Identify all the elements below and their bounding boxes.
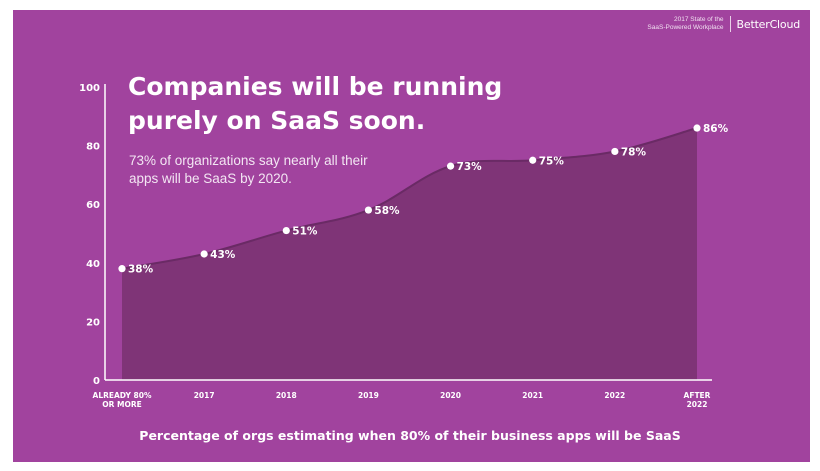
chart-title: Companies will be running purely on SaaS… — [128, 70, 548, 138]
area-fill — [122, 128, 697, 380]
y-tick-label: 40 — [86, 259, 100, 270]
x-tick-label: 2022 — [604, 391, 625, 400]
y-tick-label: 0 — [93, 376, 100, 387]
y-tick-label: 20 — [86, 317, 100, 328]
y-tick-label: 60 — [86, 200, 100, 211]
data-point — [364, 206, 373, 214]
data-label: 58% — [374, 205, 400, 217]
report-line2: SaaS-Powered Workplace — [647, 24, 724, 31]
chart-subtitle-line2: apps will be SaaS by 2020. — [129, 171, 292, 186]
data-label: 43% — [210, 249, 236, 261]
x-tick-label: 2021 — [522, 391, 543, 400]
data-point — [118, 265, 126, 273]
data-point — [200, 250, 208, 258]
data-point — [529, 156, 537, 164]
data-label: 75% — [539, 155, 565, 167]
y-tick-label: 80 — [86, 142, 100, 153]
chart-title-line1: Companies will be running — [128, 72, 503, 101]
brand-header: 2017 State of the SaaS-Powered Workplace… — [647, 16, 800, 32]
data-label: 73% — [457, 161, 483, 173]
data-point — [282, 226, 290, 235]
x-tick-label: 2018 — [276, 391, 297, 400]
report-line1: 2017 State of the — [674, 16, 724, 23]
x-tick-label: 2020 — [440, 391, 461, 400]
x-tick-label: AFTER 2022 — [684, 391, 711, 409]
report-name: 2017 State of the SaaS-Powered Workplace — [647, 16, 731, 32]
data-point — [693, 124, 701, 132]
series-line — [121, 127, 698, 270]
chart-subtitle: 73% of organizations say nearly all thei… — [129, 152, 389, 188]
chart-subtitle-line1: 73% of organizations say nearly all thei… — [129, 153, 368, 168]
data-point — [446, 162, 455, 170]
y-tick-label: 100 — [79, 83, 100, 94]
data-label: 86% — [703, 123, 729, 135]
data-point — [611, 147, 619, 156]
x-axis-label: Percentage of orgs estimating when 80% o… — [139, 428, 681, 443]
x-tick-label: ALREADY 80% OR MORE — [93, 391, 152, 409]
data-label: 38% — [128, 264, 154, 276]
bettercloud-logo: BetterCloud — [736, 17, 801, 31]
x-tick-label: 2017 — [194, 391, 215, 400]
x-tick-label: 2019 — [358, 391, 379, 400]
data-label: 78% — [621, 146, 647, 158]
data-label: 51% — [292, 226, 318, 238]
chart-title-line2: purely on SaaS soon. — [128, 106, 426, 135]
